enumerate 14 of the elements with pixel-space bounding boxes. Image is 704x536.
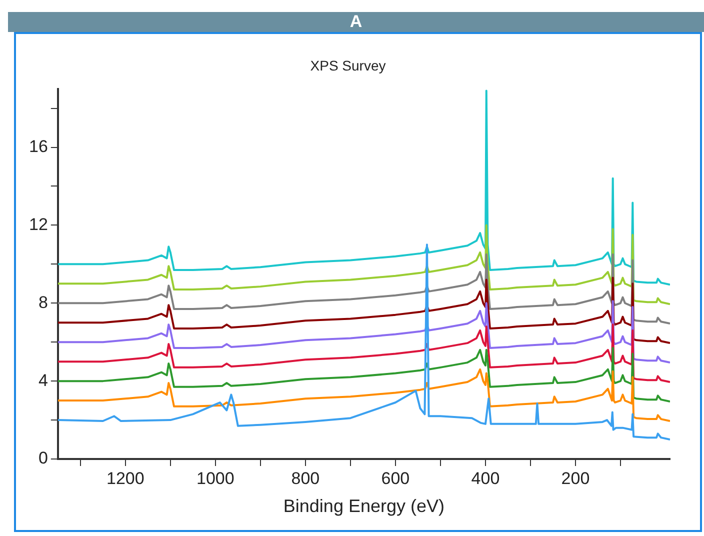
chart-title: XPS Survey	[310, 57, 386, 74]
y-tick-label: 16	[28, 136, 48, 156]
y-tick-label: 0	[38, 448, 48, 468]
x-tick-label: 1200	[106, 468, 144, 488]
x-tick-label: 600	[381, 468, 410, 488]
y-tick-label: 8	[38, 292, 48, 312]
x-tick-label: 400	[471, 468, 500, 488]
x-tick-label: 200	[561, 468, 590, 488]
y-tick-label: 4	[38, 370, 48, 390]
x-axis-title: Binding Energy (eV)	[283, 496, 444, 516]
x-tick-label: 800	[291, 468, 320, 488]
y-tick-label: 12	[28, 214, 48, 234]
text: A	[8, 12, 704, 32]
x-tick-label: 1000	[196, 468, 234, 488]
